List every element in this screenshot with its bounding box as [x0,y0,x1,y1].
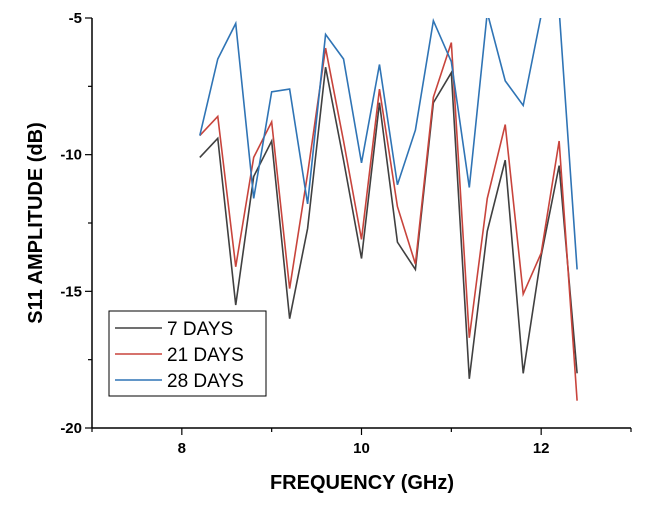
x-tick-label: 12 [533,440,550,457]
legend: 7 DAYS 21 DAYS 28 DAYS [108,310,267,397]
x-axis-title: FREQUENCY (GHz) [270,472,454,494]
y-axis-title: S11 AMPLITUDE (dB) [25,122,47,324]
legend-label-7-days: 7 DAYS [167,319,233,340]
x-tick-label: 8 [178,440,186,457]
series-group [199,18,578,401]
y-ticks: -5 -10 -15 -20 [60,10,92,437]
legend-label-28-days: 28 DAYS [167,371,244,392]
y-tick-label: -20 [60,420,82,437]
series-line-7-days [199,67,578,379]
legend-label-21-days: 21 DAYS [167,345,244,366]
series-line-28-days [199,18,578,270]
series-line-21-days [199,42,578,401]
y-tick-label: -15 [60,283,82,300]
y-tick-label: -5 [69,10,82,27]
x-tick-label: 10 [353,440,370,457]
x-ticks: 8 10 12 [91,428,632,457]
y-tick-label: -10 [60,147,82,164]
